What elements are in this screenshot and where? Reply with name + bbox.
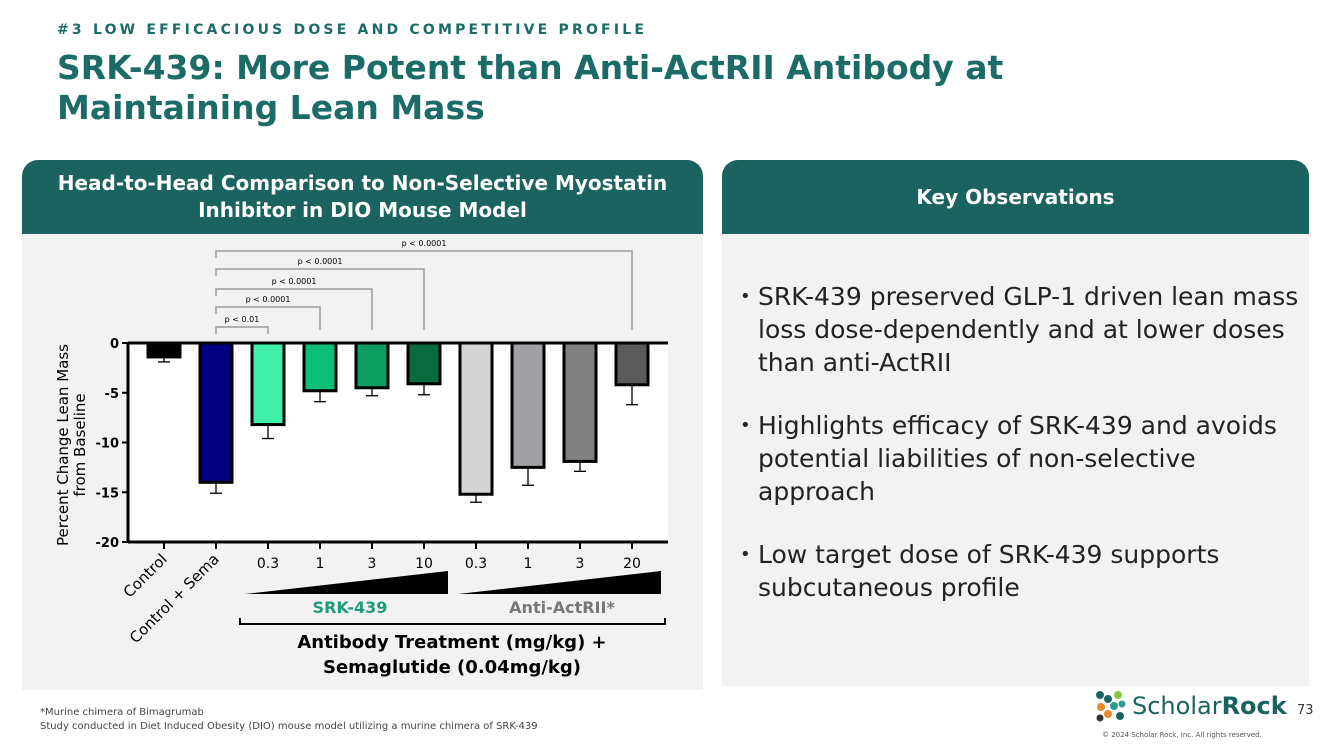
bar bbox=[614, 341, 650, 387]
significance-label: p < 0.0001 bbox=[246, 295, 291, 304]
significance-label: p < 0.0001 bbox=[298, 257, 343, 266]
bar bbox=[562, 341, 598, 463]
observation-item: Highlights efficacy of SRK-439 and avoid… bbox=[740, 409, 1300, 508]
bar-chart: 0 -5 -10 -15 -20 Percent Change Lean Massfrom… bbox=[54, 239, 668, 678]
dose-wedge-srk439 bbox=[245, 571, 448, 594]
x-axis-label-line2: Semaglutide (0.04mg/kg) bbox=[323, 657, 581, 678]
page-title: SRK-439: More Potent than Anti-ActRII An… bbox=[57, 48, 1004, 127]
scholar-rock-logo: ScholarRock bbox=[1094, 690, 1287, 722]
chart-panel-title: Head-to-Head Comparison to Non-Selective… bbox=[57, 171, 668, 222]
significance-bracket bbox=[215, 326, 269, 334]
y-tick-label: -5 bbox=[105, 387, 119, 402]
observations-list: SRK-439 preserved GLP-1 driven lean mass… bbox=[740, 280, 1300, 634]
x-tick-label: Control + Sema bbox=[126, 550, 223, 647]
y-axis-label: Percent Change Lean Massfrom Baseline bbox=[54, 344, 89, 546]
section-kicker: #3 LOW EFFICACIOUS DOSE AND COMPETITIVE … bbox=[57, 22, 648, 38]
x-tick-label: 10 bbox=[415, 556, 433, 572]
significance-label: p < 0.0001 bbox=[272, 277, 317, 286]
bar bbox=[510, 341, 546, 469]
bar bbox=[302, 341, 338, 393]
footnote: Study conducted in Diet Induced Obesity … bbox=[40, 721, 538, 732]
copyright: © 2024 Scholar Rock, Inc. All rights res… bbox=[1102, 731, 1262, 739]
chart-panel-header: Head-to-Head Comparison to Non-Selective… bbox=[22, 160, 703, 234]
observations-title: Key Observations bbox=[916, 184, 1115, 209]
observation-item: SRK-439 preserved GLP-1 driven lean mass… bbox=[740, 280, 1300, 379]
logo-text-bold: Rock bbox=[1221, 692, 1287, 720]
x-tick-label: 20 bbox=[623, 556, 641, 572]
y-tick-label: -10 bbox=[96, 437, 120, 452]
x-tick-label: 1 bbox=[524, 556, 533, 572]
significance-bracket bbox=[215, 268, 425, 330]
significance-label: p < 0.0001 bbox=[402, 239, 447, 248]
page-number: 73 bbox=[1297, 703, 1314, 718]
bar bbox=[198, 341, 234, 484]
y-tick-label: -20 bbox=[96, 536, 120, 551]
significance-bracket bbox=[215, 306, 321, 330]
group-bracket bbox=[239, 618, 666, 625]
significance-label: p < 0.01 bbox=[225, 315, 260, 324]
x-tick-label: 3 bbox=[576, 556, 585, 572]
observations-header: Key Observations bbox=[722, 160, 1309, 234]
x-axis-label-line1: Antibody Treatment (mg/kg) + bbox=[297, 632, 606, 653]
dose-wedge-antiactrii bbox=[458, 571, 661, 594]
bar bbox=[458, 341, 494, 496]
bar bbox=[250, 341, 286, 427]
logo-mark-icon bbox=[1096, 691, 1126, 722]
x-tick-label: 0.3 bbox=[257, 556, 279, 572]
significance-bracket bbox=[215, 288, 373, 330]
y-tick-label: -15 bbox=[96, 486, 120, 501]
bar bbox=[406, 341, 442, 386]
footnote: *Murine chimera of Bimagrumab bbox=[40, 707, 204, 718]
group-label-srk439: SRK-439 bbox=[313, 598, 388, 617]
observation-item: Low target dose of SRK-439 supports subc… bbox=[740, 538, 1300, 604]
x-tick-label: 1 bbox=[316, 556, 325, 572]
significance-bracket bbox=[215, 250, 633, 330]
x-tick-label: 3 bbox=[368, 556, 377, 572]
x-tick-label: Control bbox=[120, 550, 171, 601]
bar bbox=[146, 341, 182, 359]
bar bbox=[354, 341, 390, 390]
y-tick-label: 0 bbox=[110, 337, 119, 352]
x-tick-label: 0.3 bbox=[465, 556, 487, 572]
group-label-antiactrii: Anti-ActRII* bbox=[509, 598, 615, 617]
footnotes: *Murine chimera of Bimagrumab Study cond… bbox=[40, 706, 538, 734]
logo-text-light: Scholar bbox=[1132, 692, 1222, 720]
